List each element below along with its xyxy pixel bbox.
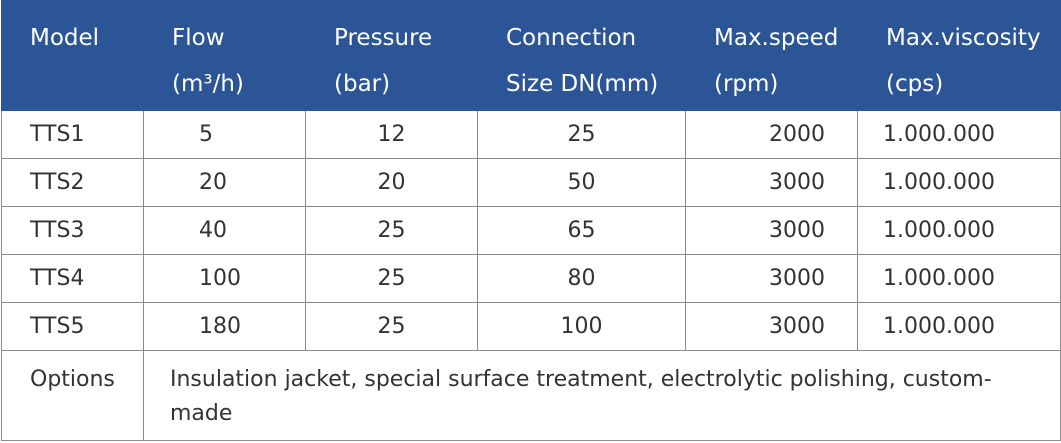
table-cell: TTS3 [1, 206, 144, 255]
header-cell: Pressure (bar) [305, 0, 478, 111]
table-cell: 50 [477, 158, 686, 207]
table-cell: 40 [143, 206, 306, 255]
header-text: (m³/h) [172, 71, 244, 97]
header-text: Pressure [334, 25, 433, 51]
header-text: (cps) [886, 71, 944, 97]
header-text: Flow [172, 25, 225, 51]
header-text: Size DN(mm) [506, 71, 659, 97]
options-text: Insulation jacket, special surface treat… [143, 350, 1061, 441]
table-cell: 100 [143, 254, 306, 303]
header-text: Max.speed [714, 25, 839, 51]
header-text: (bar) [334, 71, 391, 97]
table-cell: 1.000.000 [857, 110, 1061, 159]
header-cell: Max.viscosity (cps) [857, 0, 1061, 111]
table-cell: TTS2 [1, 158, 144, 207]
header-cell: Max.speed (rpm) [685, 0, 858, 111]
table-cell: 25 [305, 302, 478, 351]
table-cell: 25 [305, 254, 478, 303]
table-row: TTS1 5 12 25 2000 1.000.000 [1, 110, 1061, 159]
table-cell: 100 [477, 302, 686, 351]
header-text: Connection [506, 25, 637, 51]
options-label: Options [1, 350, 144, 441]
options-row: Options Insulation jacket, special surfac… [1, 350, 1061, 441]
table-cell: 20 [143, 158, 306, 207]
table-cell: 3000 [685, 254, 858, 303]
table-cell: 1.000.000 [857, 158, 1061, 207]
table-body: TTS1 5 12 25 2000 1.000.000 TTS2 20 20 50 3000 1.00… [1, 110, 1061, 441]
table-cell: TTS4 [1, 254, 144, 303]
header-text: Max.viscosity [886, 25, 1041, 51]
table-cell: 1.000.000 [857, 254, 1061, 303]
table-cell: 5 [143, 110, 306, 159]
header-row: Model Flow (m³/h) Pressure (bar) Connection Si… [1, 0, 1061, 111]
table-row: TTS4 100 25 80 3000 1.000.000 [1, 254, 1061, 303]
header-text: (rpm) [714, 71, 779, 97]
table-row: TTS5 180 25 100 3000 1.000.000 [1, 302, 1061, 351]
table-cell: 180 [143, 302, 306, 351]
header-cell: Connection Size DN(mm) [477, 0, 686, 111]
table-cell: 80 [477, 254, 686, 303]
table-cell: 3000 [685, 302, 858, 351]
table-cell: 20 [305, 158, 478, 207]
table-cell: 65 [477, 206, 686, 255]
table-cell: 1.000.000 [857, 302, 1061, 351]
table-cell: 25 [477, 110, 686, 159]
table-cell: 25 [305, 206, 478, 255]
table-cell: 2000 [685, 110, 858, 159]
header-cell: Model [1, 0, 144, 111]
table-row: TTS3 40 25 65 3000 1.000.000 [1, 206, 1061, 255]
header-text: Model [30, 25, 100, 51]
header-cell: Flow (m³/h) [143, 0, 306, 111]
table-cell: 3000 [685, 206, 858, 255]
table-cell: 3000 [685, 158, 858, 207]
table-cell: 1.000.000 [857, 206, 1061, 255]
table-cell: TTS1 [1, 110, 144, 159]
table-cell: 12 [305, 110, 478, 159]
table-cell: TTS5 [1, 302, 144, 351]
table-row: TTS2 20 20 50 3000 1.000.000 [1, 158, 1061, 207]
